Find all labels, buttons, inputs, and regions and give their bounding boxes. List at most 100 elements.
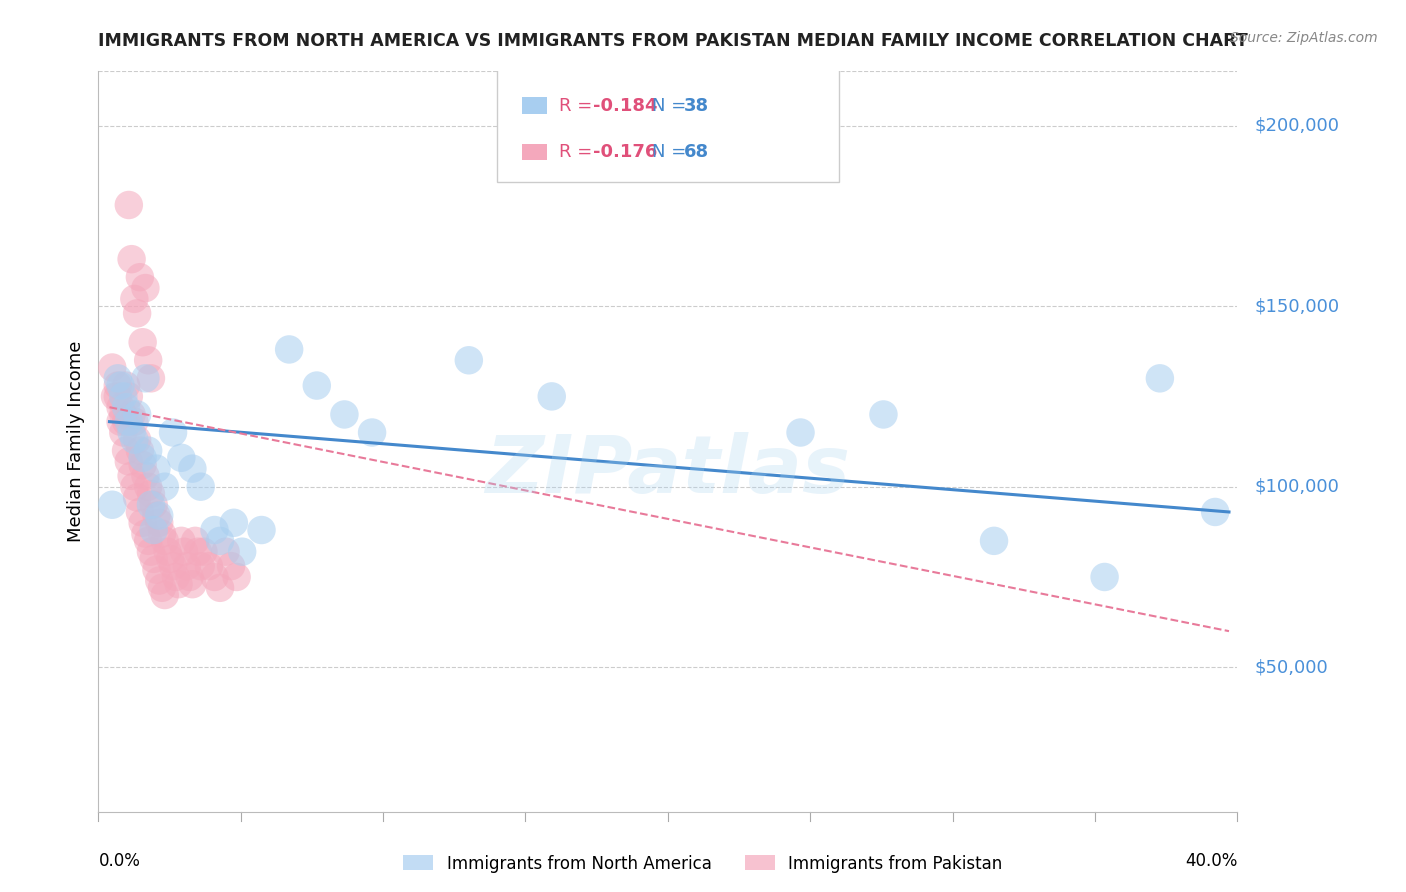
Point bbox=[165, 570, 187, 584]
Point bbox=[181, 461, 204, 475]
Text: ZIPatlas: ZIPatlas bbox=[485, 432, 851, 510]
Point bbox=[112, 389, 135, 403]
Point bbox=[127, 306, 149, 320]
Point bbox=[190, 559, 212, 574]
Text: $150,000: $150,000 bbox=[1254, 297, 1340, 315]
Point bbox=[118, 389, 141, 403]
Point bbox=[124, 415, 146, 429]
Point bbox=[128, 505, 150, 519]
Legend: Immigrants from North America, Immigrants from Pakistan: Immigrants from North America, Immigrant… bbox=[396, 848, 1010, 880]
Point bbox=[131, 450, 153, 465]
Point bbox=[142, 498, 165, 512]
Point bbox=[145, 563, 167, 577]
Text: 68: 68 bbox=[683, 144, 709, 161]
Point bbox=[115, 443, 138, 458]
Point bbox=[457, 353, 479, 368]
Text: N =: N = bbox=[652, 144, 692, 161]
Point bbox=[112, 425, 135, 440]
Point bbox=[170, 533, 193, 548]
Point bbox=[148, 574, 170, 588]
Point bbox=[118, 454, 141, 468]
Text: -0.184: -0.184 bbox=[593, 96, 657, 114]
Point bbox=[136, 480, 159, 494]
Point bbox=[153, 533, 176, 548]
Title: IMMIGRANTS FROM NORTH AMERICA VS IMMIGRANTS FROM PAKISTAN MEDIAN FAMILY INCOME C: IMMIGRANTS FROM NORTH AMERICA VS IMMIGRA… bbox=[98, 32, 1249, 50]
Point bbox=[139, 487, 162, 501]
Point bbox=[121, 425, 143, 440]
Point bbox=[278, 343, 301, 357]
Point bbox=[176, 559, 198, 574]
Point bbox=[134, 281, 156, 295]
Point bbox=[124, 480, 146, 494]
Point bbox=[134, 371, 156, 385]
Point bbox=[222, 516, 245, 530]
Point bbox=[1149, 371, 1171, 385]
Point bbox=[115, 415, 138, 429]
Point bbox=[142, 552, 165, 566]
Text: Source: ZipAtlas.com: Source: ZipAtlas.com bbox=[1230, 31, 1378, 45]
Text: N =: N = bbox=[652, 96, 692, 114]
Point bbox=[107, 371, 129, 385]
Point bbox=[136, 353, 159, 368]
Point bbox=[134, 468, 156, 483]
Point bbox=[142, 523, 165, 537]
Point bbox=[121, 468, 143, 483]
Point bbox=[124, 292, 146, 306]
Point bbox=[204, 570, 226, 584]
Point bbox=[1204, 505, 1226, 519]
Point bbox=[128, 270, 150, 285]
Point bbox=[131, 335, 153, 350]
Point bbox=[305, 378, 328, 392]
Point bbox=[107, 389, 129, 403]
Point bbox=[110, 401, 132, 415]
Point bbox=[198, 559, 221, 574]
Point bbox=[159, 552, 181, 566]
Point bbox=[150, 581, 173, 595]
Point bbox=[139, 371, 162, 385]
Point bbox=[139, 544, 162, 558]
Point bbox=[112, 408, 135, 422]
Point bbox=[190, 480, 212, 494]
Point bbox=[136, 533, 159, 548]
Point bbox=[1094, 570, 1116, 584]
Point bbox=[153, 480, 176, 494]
Point bbox=[104, 389, 127, 403]
Point bbox=[225, 570, 247, 584]
FancyBboxPatch shape bbox=[498, 64, 839, 183]
Point bbox=[214, 544, 236, 558]
Point bbox=[131, 458, 153, 472]
Point bbox=[162, 559, 184, 574]
Point bbox=[219, 559, 242, 574]
Point bbox=[173, 544, 195, 558]
Point bbox=[101, 498, 124, 512]
Point bbox=[872, 408, 894, 422]
Point bbox=[145, 508, 167, 523]
Point bbox=[193, 544, 215, 558]
Text: 0.0%: 0.0% bbox=[98, 853, 141, 871]
Point bbox=[131, 516, 153, 530]
Point bbox=[110, 415, 132, 429]
FancyBboxPatch shape bbox=[522, 145, 547, 161]
Point bbox=[156, 544, 179, 558]
Point bbox=[139, 498, 162, 512]
Point bbox=[789, 425, 811, 440]
Point bbox=[153, 588, 176, 602]
FancyBboxPatch shape bbox=[522, 97, 547, 113]
Point bbox=[127, 408, 149, 422]
Point bbox=[128, 443, 150, 458]
Point bbox=[134, 526, 156, 541]
Point bbox=[121, 408, 143, 422]
Text: R =: R = bbox=[558, 96, 598, 114]
Text: $100,000: $100,000 bbox=[1254, 478, 1340, 496]
Point bbox=[333, 408, 356, 422]
Point bbox=[107, 378, 129, 392]
Point bbox=[124, 433, 146, 447]
Text: R =: R = bbox=[558, 144, 598, 161]
Point bbox=[148, 508, 170, 523]
Point bbox=[110, 378, 132, 392]
Point bbox=[209, 581, 232, 595]
Point bbox=[148, 516, 170, 530]
Point bbox=[983, 533, 1005, 548]
Point bbox=[209, 533, 232, 548]
Text: $50,000: $50,000 bbox=[1254, 658, 1329, 676]
